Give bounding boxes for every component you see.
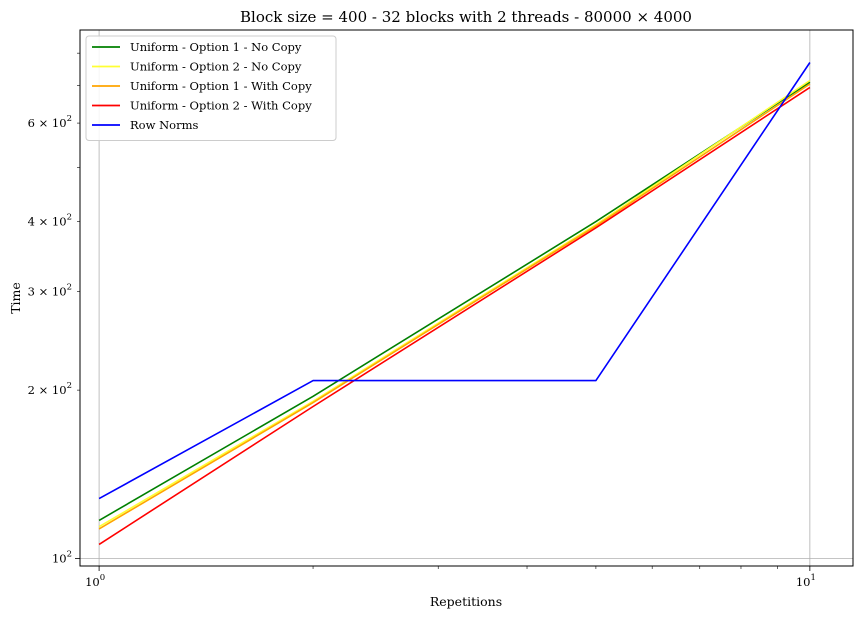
legend-label: Uniform - Option 1 - With Copy	[130, 79, 312, 93]
y-tick-label-base: 4 × 10	[28, 215, 67, 229]
y-tick-label-base: 3 × 10	[28, 285, 67, 299]
y-tick-label-base: 2 × 10	[28, 383, 67, 397]
y-tick-label-base: 10	[52, 552, 67, 566]
series-line	[98, 81, 811, 522]
legend: Uniform - Option 1 - No Copy Uniform - Op…	[85, 35, 337, 141]
series-line	[98, 79, 811, 528]
y-tick-label-exponent: 2	[67, 114, 72, 124]
plot-frame	[79, 29, 854, 567]
series-line	[98, 62, 811, 500]
series-line	[98, 83, 811, 530]
series-layer	[98, 62, 811, 546]
legend-label: Row Norms	[130, 118, 198, 132]
y-tick-label-exponent: 2	[67, 381, 72, 391]
x-tick-label-exponent: 0	[100, 573, 105, 583]
y-tick-label-exponent: 2	[67, 550, 72, 560]
y-tick-label: 102	[52, 550, 72, 566]
x-tick-label: 101	[796, 573, 816, 589]
x-axis-label: Repetitions	[430, 594, 502, 609]
y-tick-label-exponent: 2	[67, 283, 72, 293]
legend-label: Uniform - Option 1 - No Copy	[130, 40, 302, 54]
chart-title: Block size = 400 - 32 blocks with 2 thre…	[240, 8, 692, 26]
y-tick-label: 6 × 102	[28, 114, 72, 130]
legend-label: Uniform - Option 2 - With Copy	[130, 99, 312, 113]
y-tick-label: 2 × 102	[28, 381, 72, 397]
x-tick-label-base: 10	[796, 575, 811, 589]
legend-box	[85, 35, 337, 141]
y-axis-label: Time	[8, 282, 23, 314]
y-tick-label-base: 6 × 10	[28, 116, 67, 130]
legend-label: Uniform - Option 2 - No Copy	[130, 60, 302, 74]
y-tick-label-exponent: 2	[67, 213, 72, 223]
y-tick-label: 3 × 102	[28, 283, 72, 299]
y-tick-label: 4 × 102	[28, 213, 72, 229]
series-line	[98, 86, 811, 546]
x-tick-label-exponent: 1	[810, 573, 815, 583]
x-tick-label-base: 10	[85, 575, 100, 589]
x-tick-label: 100	[85, 573, 105, 589]
